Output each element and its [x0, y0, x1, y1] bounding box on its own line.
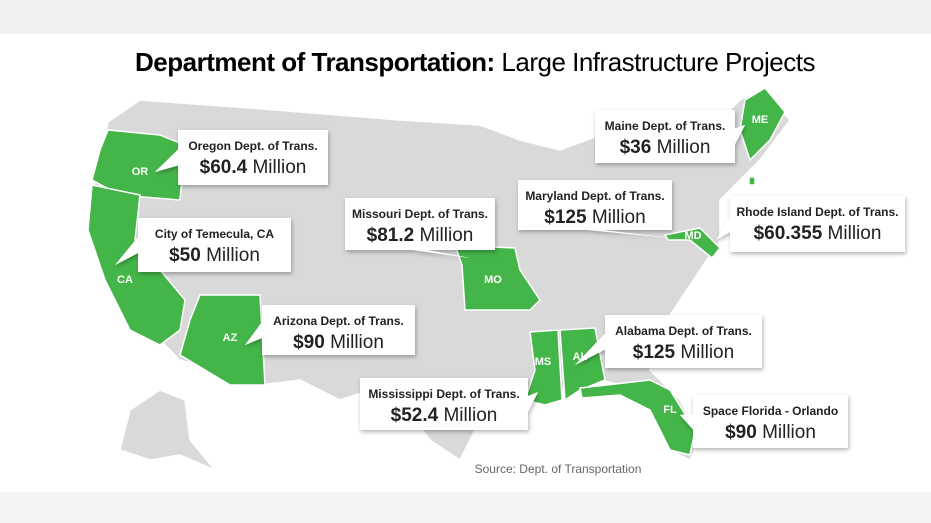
state-label: ME [752, 114, 769, 126]
callout-pointer-cover [575, 333, 605, 365]
state-label: MO [484, 274, 502, 286]
callout-label: Missouri Dept. of Trans. [352, 207, 488, 221]
callout-box [518, 180, 672, 230]
callout-label: Alabama Dept. of Trans. [615, 324, 752, 338]
callout-label: Maryland Dept. of Trans. [525, 189, 664, 203]
amount: $60.4 [200, 157, 248, 178]
unit: Million [206, 245, 260, 266]
callout-pointer-cover [716, 216, 730, 240]
callout-label: Mississippi Dept. of Trans. [368, 387, 519, 401]
amount: $50 [169, 245, 201, 266]
callout-value: $125 Million [544, 207, 645, 228]
state-label: CA [117, 274, 133, 286]
callout-box [345, 198, 495, 250]
unit: Million [680, 342, 734, 363]
amount: $81.2 [367, 225, 415, 246]
callout-value: $81.2 Million [367, 225, 474, 246]
unit: Million [330, 332, 384, 353]
callout: Alabama Dept. of Trans. $125 Million [575, 315, 762, 368]
amount: $90 [293, 332, 325, 353]
callout: Missouri Dept. of Trans. $81.2 Million [345, 198, 495, 258]
callout-pointer-cover [735, 125, 745, 145]
unit: Million [657, 137, 711, 158]
callout-box [693, 395, 848, 448]
callout-label: Oregon Dept. of Trans. [188, 139, 317, 153]
unit: Million [252, 157, 306, 178]
callout-value: $50 Million [169, 245, 260, 266]
state-label: FL [663, 404, 677, 416]
unit: Million [762, 422, 816, 443]
callout-pointer-cover [155, 149, 178, 172]
callouts: Oregon Dept. of Trans.$60.4 MillionCity … [115, 110, 905, 448]
state-label: MD [684, 230, 701, 242]
callout-value: $60.4 Million [200, 157, 307, 178]
callout: Space Florida - Orlando $90 Million [680, 395, 848, 448]
state-label: MS [535, 356, 552, 368]
callout-box [730, 196, 905, 252]
callout-label: Space Florida - Orlando [703, 404, 838, 418]
callout-box [595, 110, 735, 163]
amount: $60.355 [754, 223, 823, 244]
callout-pointer-cover [587, 230, 672, 238]
state-label: OR [132, 166, 149, 178]
state-label: AZ [223, 332, 238, 344]
callout-value: $125 Million [633, 342, 734, 363]
top-band [0, 0, 931, 34]
callout-value: $60.355 Million [754, 223, 882, 244]
amount: $90 [725, 422, 757, 443]
callout-box [138, 218, 291, 272]
callout-pointer-cover [412, 250, 470, 258]
callout: Maryland Dept. of Trans. $125 Million [518, 180, 672, 238]
amount: $52.4 [391, 405, 439, 426]
bottom-band [0, 492, 931, 523]
callout: Rhode Island Dept. of Trans. $60.355 Mill… [716, 196, 905, 252]
source: Source: Dept. of Transportation [475, 462, 642, 476]
amount: $125 [544, 207, 587, 228]
callout-box [360, 378, 528, 430]
callout: City of Temecula, CA $50 Million [115, 218, 291, 272]
callout: Oregon Dept. of Trans. $60.4 Million [155, 130, 328, 185]
callout-box [262, 305, 415, 355]
callout-label: City of Temecula, CA [155, 227, 274, 241]
title: Department of Transportation: Large Infr… [135, 47, 815, 77]
unit: Million [443, 405, 497, 426]
callout-value: $90 Million [725, 422, 816, 443]
callout-value: $52.4 Million [391, 405, 498, 426]
callout-box [605, 315, 762, 368]
callout-pointer-cover [245, 322, 262, 345]
unit: Million [419, 225, 473, 246]
callout-label: Arizona Dept. of Trans. [273, 314, 404, 328]
unit: Million [592, 207, 646, 228]
callout-box [178, 130, 328, 185]
callout: Maine Dept. of Trans. $36 Million [595, 110, 745, 163]
unit: Million [828, 223, 882, 244]
amount: $125 [633, 342, 676, 363]
callout-pointer-cover [528, 392, 538, 412]
callout-value: $36 Million [620, 137, 711, 158]
callout: Arizona Dept. of Trans. $90 Million [245, 305, 415, 355]
callout-value: $90 Million [293, 332, 384, 353]
callout-pointer-cover [115, 237, 138, 265]
callout-pointer-cover [680, 413, 693, 430]
amount: $36 [620, 137, 652, 158]
callout-label: Maine Dept. of Trans. [605, 119, 726, 133]
callout: Mississippi Dept. of Trans. $52.4 Million [360, 378, 538, 430]
callout-label: Rhode Island Dept. of Trans. [736, 205, 898, 219]
